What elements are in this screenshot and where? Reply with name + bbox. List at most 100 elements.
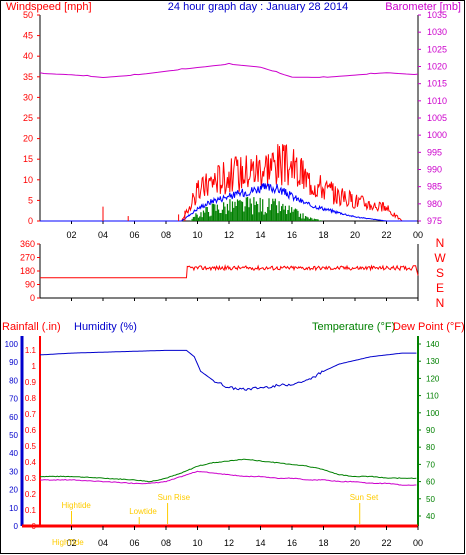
humidity-tick-label: 40 — [9, 449, 18, 458]
humidity-tick-label: 30 — [9, 467, 18, 476]
baro-tick-label: 1030 — [427, 27, 447, 37]
baro-tick-label: 985 — [427, 182, 442, 192]
wind-tick-label: 5 — [28, 195, 33, 205]
wind-gust-series — [40, 144, 418, 222]
temperature-series — [39, 458, 417, 483]
direction-tick-label: 180 — [20, 266, 35, 276]
rain-tick-label: 0.5 — [25, 442, 37, 451]
panel1-x-tick-label: 14 — [255, 230, 265, 240]
baro-tick-label: 1000 — [427, 130, 447, 140]
tide-label: Sun Rise — [158, 493, 191, 502]
panel3-x-tick-label: 06 — [129, 538, 139, 548]
wind-tick-label: 40 — [23, 51, 33, 61]
panel1-x-tick-label: 04 — [98, 230, 108, 240]
direction-tick-label: 90 — [25, 280, 35, 290]
wind-tick-label: 45 — [23, 31, 33, 41]
humidity-axis-title: Humidity (%) — [74, 321, 137, 333]
dewpoint-axis-title: Dew Point (°F) — [393, 321, 465, 333]
graph-title: 24 hour graph day : January 28 2014 — [168, 1, 348, 13]
temperature-tick-label: 100 — [426, 409, 440, 418]
compass-label: N — [436, 296, 445, 310]
rain-tick-label: 0.4 — [25, 458, 37, 467]
panel1-x-tick-label: 00 — [413, 230, 423, 240]
compass-label: S — [436, 266, 444, 280]
baro-tick-label: 995 — [427, 147, 442, 157]
compass-label: N — [436, 236, 445, 250]
temperature-tick-label: 120 — [426, 374, 440, 383]
panel3-x-tick-label: 22 — [381, 538, 391, 548]
wind-tick-label: 30 — [23, 92, 33, 102]
panel3-x-tick-label: 08 — [161, 538, 171, 548]
humidity-tick-label: 0 — [14, 522, 19, 531]
baro-tick-label: 1025 — [427, 44, 447, 54]
panel1-x-tick-label: 10 — [192, 230, 202, 240]
temperature-tick-label: 110 — [426, 392, 439, 401]
humidity-tick-label: 50 — [9, 431, 18, 440]
compass-label: E — [436, 281, 444, 295]
windspeed-axis-title: Windspeed [mph] — [6, 1, 92, 13]
wind-direction-series — [40, 264, 419, 279]
tide-label: HighTide — [52, 538, 84, 547]
barometer-axis-title: Barometer [mb] — [385, 1, 461, 13]
humidity-tick-label: 100 — [5, 340, 19, 349]
wind-tick-label: 10 — [23, 175, 33, 185]
wind-tick-label: 35 — [23, 72, 33, 82]
rain-tick-label: 0.8 — [25, 394, 37, 403]
panel1-x-tick-label: 20 — [350, 230, 360, 240]
rain-tick-label: 1 — [32, 362, 37, 371]
panel3-x-tick-label: 18 — [318, 538, 328, 548]
baro-tick-label: 975 — [427, 216, 442, 226]
panel3-x-tick-label: 14 — [255, 538, 265, 548]
panel1-x-tick-label: 16 — [287, 230, 297, 240]
humidity-tick-label: 80 — [9, 376, 18, 385]
humidity-tick-label: 90 — [9, 358, 18, 367]
rain-tick-label: 0.3 — [25, 474, 37, 483]
rain-tick-label: 0.2 — [25, 490, 37, 499]
direction-tick-label: 270 — [20, 253, 35, 263]
rainfall-axis-title: Rainfall (.in) — [2, 321, 61, 333]
humidity-tick-label: 60 — [9, 413, 18, 422]
panel3-x-tick-label: 00 — [413, 538, 423, 548]
baro-tick-label: 1015 — [427, 79, 447, 89]
wind-tick-label: 0 — [28, 216, 33, 226]
panel3-x-tick-label: 02 — [66, 538, 76, 548]
baro-tick-label: 1035 — [427, 10, 447, 20]
humidity-tick-label: 70 — [9, 395, 18, 404]
rain-tick-label: 1.1 — [25, 346, 37, 355]
wind-tick-label: 20 — [23, 134, 33, 144]
temperature-tick-label: 140 — [426, 340, 440, 349]
temperature-axis-title: Temperature (°F) — [312, 321, 395, 333]
rain-tick-label: 0 — [32, 522, 37, 531]
baro-tick-label: 1020 — [427, 62, 447, 72]
panel1-x-tick-label: 12 — [224, 230, 234, 240]
panel1-x-tick-label: 08 — [161, 230, 171, 240]
wind-tick-label: 25 — [23, 113, 33, 123]
rain-tick-label: 0.7 — [25, 410, 37, 419]
panel3-x-tick-label: 12 — [224, 538, 234, 548]
panel1-x-tick-label: 06 — [129, 230, 139, 240]
compass-label: W — [434, 251, 446, 265]
wind-tick-label: 15 — [23, 154, 33, 164]
humidity-tick-label: 20 — [9, 486, 18, 495]
temperature-tick-label: 130 — [426, 357, 440, 366]
temperature-tick-label: 90 — [426, 426, 435, 435]
panel3-x-tick-label: 16 — [287, 538, 297, 548]
tide-label: Hightide — [62, 501, 92, 510]
baro-tick-label: 1010 — [427, 96, 447, 106]
dewpoint-series — [39, 470, 417, 486]
barometer-line — [39, 62, 419, 79]
panel1-x-tick-label: 18 — [318, 230, 328, 240]
temperature-tick-label: 80 — [426, 443, 435, 452]
wind-tick-label: 50 — [23, 10, 33, 20]
panel3-x-tick-label: 04 — [98, 538, 108, 548]
baro-tick-label: 1005 — [427, 113, 447, 123]
temperature-tick-label: 60 — [426, 478, 435, 487]
rain-tick-label: 0.9 — [25, 378, 37, 387]
humidity-tick-label: 10 — [9, 504, 18, 513]
panel1-x-tick-label: 22 — [381, 230, 391, 240]
temperature-tick-label: 50 — [426, 495, 435, 504]
baro-tick-label: 990 — [427, 165, 442, 175]
temperature-tick-label: 70 — [426, 460, 435, 469]
